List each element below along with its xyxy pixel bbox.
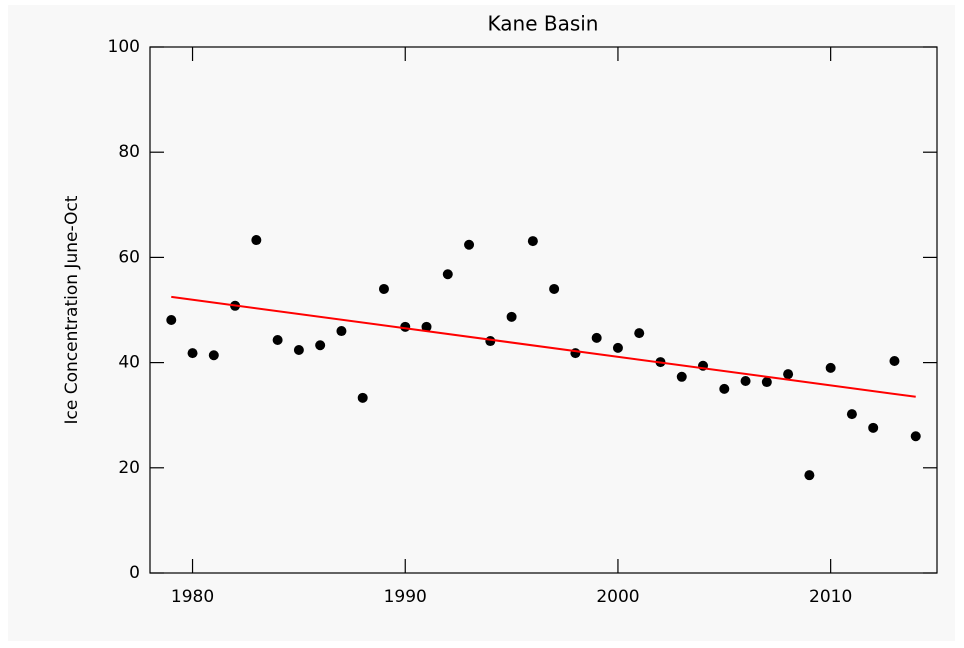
point — [272, 334, 283, 345]
point — [464, 239, 475, 250]
point — [783, 369, 794, 380]
point — [825, 362, 836, 373]
point — [187, 348, 198, 359]
chart-title: Kane Basin — [488, 12, 599, 36]
point — [634, 328, 645, 339]
y-tick-label: 100 — [108, 37, 140, 57]
y-tick-label: 80 — [118, 142, 140, 162]
point — [804, 470, 815, 481]
x-tick-label: 2000 — [596, 587, 639, 607]
point — [251, 235, 262, 246]
point — [506, 311, 517, 322]
trend-line — [171, 295, 916, 398]
point — [378, 283, 389, 294]
point — [846, 409, 857, 420]
point — [910, 431, 921, 442]
point — [889, 356, 900, 367]
y-tick-label: 60 — [118, 247, 140, 267]
point — [761, 377, 772, 388]
point — [868, 422, 879, 433]
point — [591, 332, 602, 343]
x-tick-label: 2010 — [809, 587, 852, 607]
point — [719, 383, 730, 394]
background — [8, 5, 955, 641]
point — [293, 344, 304, 355]
point — [676, 371, 687, 382]
point — [612, 342, 623, 353]
y-axis-label: Ice Concentration June-Oct — [62, 195, 82, 424]
point — [336, 326, 347, 337]
point — [208, 350, 219, 361]
plot-frame — [149, 46, 938, 574]
y-tick-label: 0 — [129, 563, 140, 583]
point — [442, 269, 453, 280]
x-tick-label: 1990 — [384, 587, 427, 607]
y-tick-label: 40 — [118, 353, 140, 373]
point — [740, 376, 751, 387]
point — [357, 392, 368, 403]
y-tick-label: 20 — [118, 458, 140, 478]
point — [315, 340, 326, 351]
point — [166, 314, 177, 325]
x-tick-label: 1980 — [171, 587, 214, 607]
point — [527, 236, 538, 247]
point — [421, 321, 432, 332]
point — [549, 283, 560, 294]
